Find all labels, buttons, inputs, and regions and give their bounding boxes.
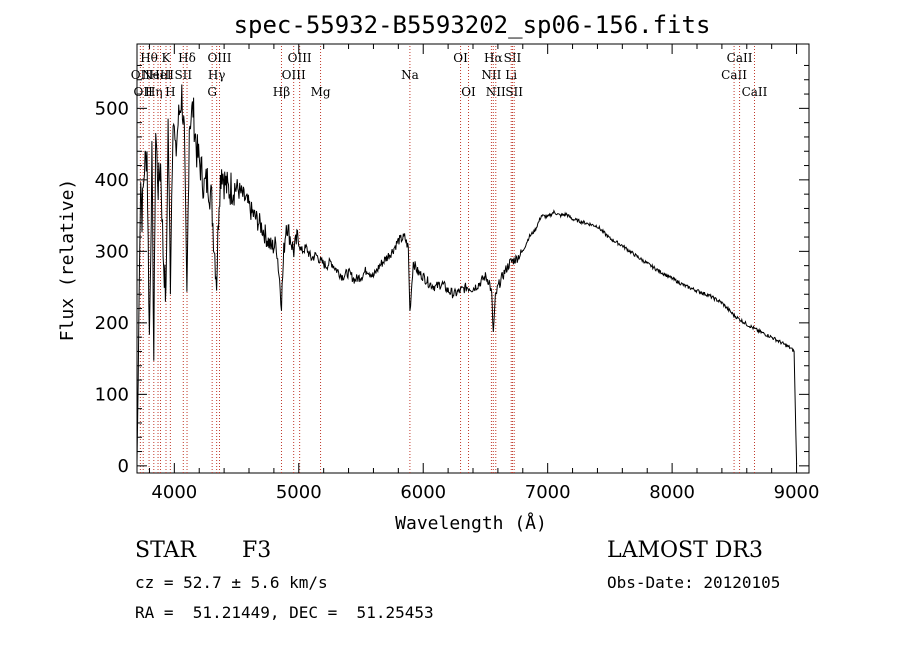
y-tick-label: 400 (95, 170, 129, 191)
spectral-line-label: OIII (288, 51, 312, 65)
spectral-line-label: SII (174, 68, 192, 82)
spectral-line-label: OIII (282, 68, 306, 82)
spectrum-series (136, 84, 798, 464)
spectral-line-label: NeIII (142, 68, 174, 82)
spectral-line-label: CaII (727, 51, 753, 65)
spectral-line-label: OI (461, 85, 476, 99)
x-tick-label: 5000 (276, 482, 322, 503)
spectrum-chart: spec-55932-B5593202_sp06-156.fits OIIOII… (57, 11, 820, 534)
spectral-line-label: K (162, 51, 172, 65)
chart-title: spec-55932-B5593202_sp06-156.fits (234, 11, 711, 39)
spectral-line-label: SII (504, 51, 522, 65)
x-axis-label: Wavelength (Å) (395, 512, 547, 534)
spectral-line-label: Hη (145, 85, 163, 99)
spectral-line-label: CaII (721, 68, 747, 82)
spectral-line-label: OII (131, 68, 151, 82)
spectral-line-label: NII (481, 68, 501, 82)
spectral-line-label: Hγ (208, 68, 226, 82)
spectral-line-label: OI (453, 51, 468, 65)
spectral-line-label: G (207, 85, 217, 99)
x-tick-label: 9000 (774, 482, 820, 503)
object-class: STAR (135, 538, 196, 563)
x-tick-label: 4000 (151, 482, 197, 503)
spectral-line-label: OIII (207, 51, 231, 65)
y-tick-label: 500 (95, 98, 129, 119)
y-tick-label: 300 (95, 241, 129, 262)
plot-frame (136, 43, 810, 474)
axis-ticks: 4000 5000 6000 7000 8000 9000 0 100 200 300 400 500 (95, 44, 820, 503)
y-tick-label: 0 (118, 456, 129, 477)
spectral-line-label: Hδ (178, 51, 196, 65)
spectral-line-label: Hθ (140, 51, 158, 65)
spectral-line-label: NII (486, 85, 506, 99)
spectral-line-label: OII (134, 85, 154, 99)
x-tick-label: 7000 (525, 482, 571, 503)
coordinates: RA = 51.21449, DEC = 51.25453 (135, 603, 434, 622)
y-tick-label: 200 (95, 313, 129, 334)
object-subclass: F3 (242, 538, 272, 563)
spectral-line-label: HeI (149, 68, 172, 82)
x-tick-label: 8000 (649, 482, 695, 503)
spectral-line-label: H (165, 85, 175, 99)
spectrum-line (136, 84, 798, 464)
survey-name: LAMOST DR3 (607, 538, 763, 563)
spectral-line-label: SII (505, 85, 523, 99)
spectral-line-label: Na (401, 68, 419, 82)
spectral-line-label: Hβ (273, 85, 290, 99)
y-axis-label: Flux (relative) (57, 179, 78, 342)
spectral-line-label: Li (505, 68, 517, 82)
spectral-line-label: CaII (742, 85, 768, 99)
spectral-line-label: Hα (484, 51, 503, 65)
observation-date: Obs-Date: 20120105 (607, 573, 781, 592)
redshift-cz: cz = 52.7 ± 5.6 km/s (135, 573, 328, 592)
x-tick-label: 6000 (400, 482, 446, 503)
spectral-line-label: Mg (311, 85, 331, 99)
y-tick-label: 100 (95, 384, 129, 405)
